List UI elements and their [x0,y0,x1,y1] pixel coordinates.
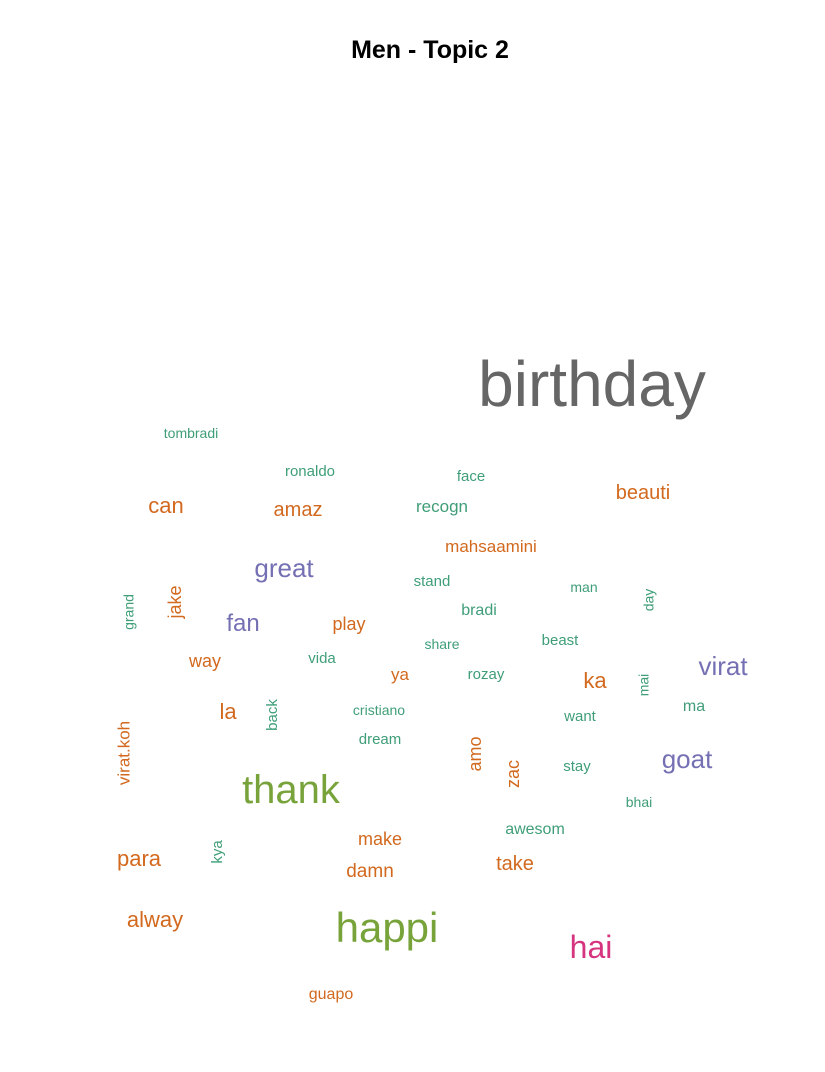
word-back: back [264,699,281,731]
word-zac: zac [503,760,523,788]
word-alway: alway [127,907,183,932]
word-stand: stand [414,573,451,590]
word-want: want [563,708,597,725]
word-day: day [641,589,657,612]
word-para: para [117,846,162,871]
word-jake: jake [165,585,185,619]
word-can: can [148,493,183,518]
word-birthday: birthday [478,348,706,420]
word-vida: vida [308,650,336,667]
word-damn: damn [346,861,394,882]
word-hai: hai [570,929,613,965]
word-way: way [188,651,221,671]
word-cristiano: cristiano [353,702,405,718]
word-bhai: bhai [626,794,652,810]
word-mahsaamini: mahsaamini [445,537,537,556]
word-ya: ya [391,665,410,684]
word-stay: stay [563,758,591,775]
word-kya: kya [209,840,226,864]
word-ka: ka [583,668,607,693]
word-take: take [496,853,534,875]
word-ronaldo: ronaldo [285,463,335,480]
word-beast: beast [542,632,580,649]
word-beauti: beauti [616,482,671,504]
word-recogn: recogn [416,497,468,516]
word-rozay: rozay [468,666,505,683]
word-share: share [424,636,459,652]
word-great: great [254,553,314,583]
word-virat: virat [698,651,748,681]
word-fan: fan [226,610,259,637]
word-happi: happi [336,904,439,951]
word-dream: dream [359,731,402,748]
word-virat-koh: virat.koh [114,721,133,785]
word-play: play [332,614,365,634]
word-amo: amo [465,736,485,771]
word-guapo: guapo [309,986,354,1003]
word-face: face [457,468,485,485]
word-tombradi: tombradi [164,425,218,441]
word-bradi: bradi [461,602,497,619]
word-make: make [358,829,402,849]
word-man: man [570,579,597,595]
chart-title: Men - Topic 2 [351,36,509,64]
word-goat: goat [662,744,713,774]
word-la: la [219,699,237,724]
word-mai: mai [636,674,652,697]
word-awesom: awesom [505,821,565,838]
word-grand: grand [121,594,137,630]
word-amaz: amaz [274,499,323,521]
word-ma: ma [683,698,705,715]
word-thank: thank [242,768,341,812]
